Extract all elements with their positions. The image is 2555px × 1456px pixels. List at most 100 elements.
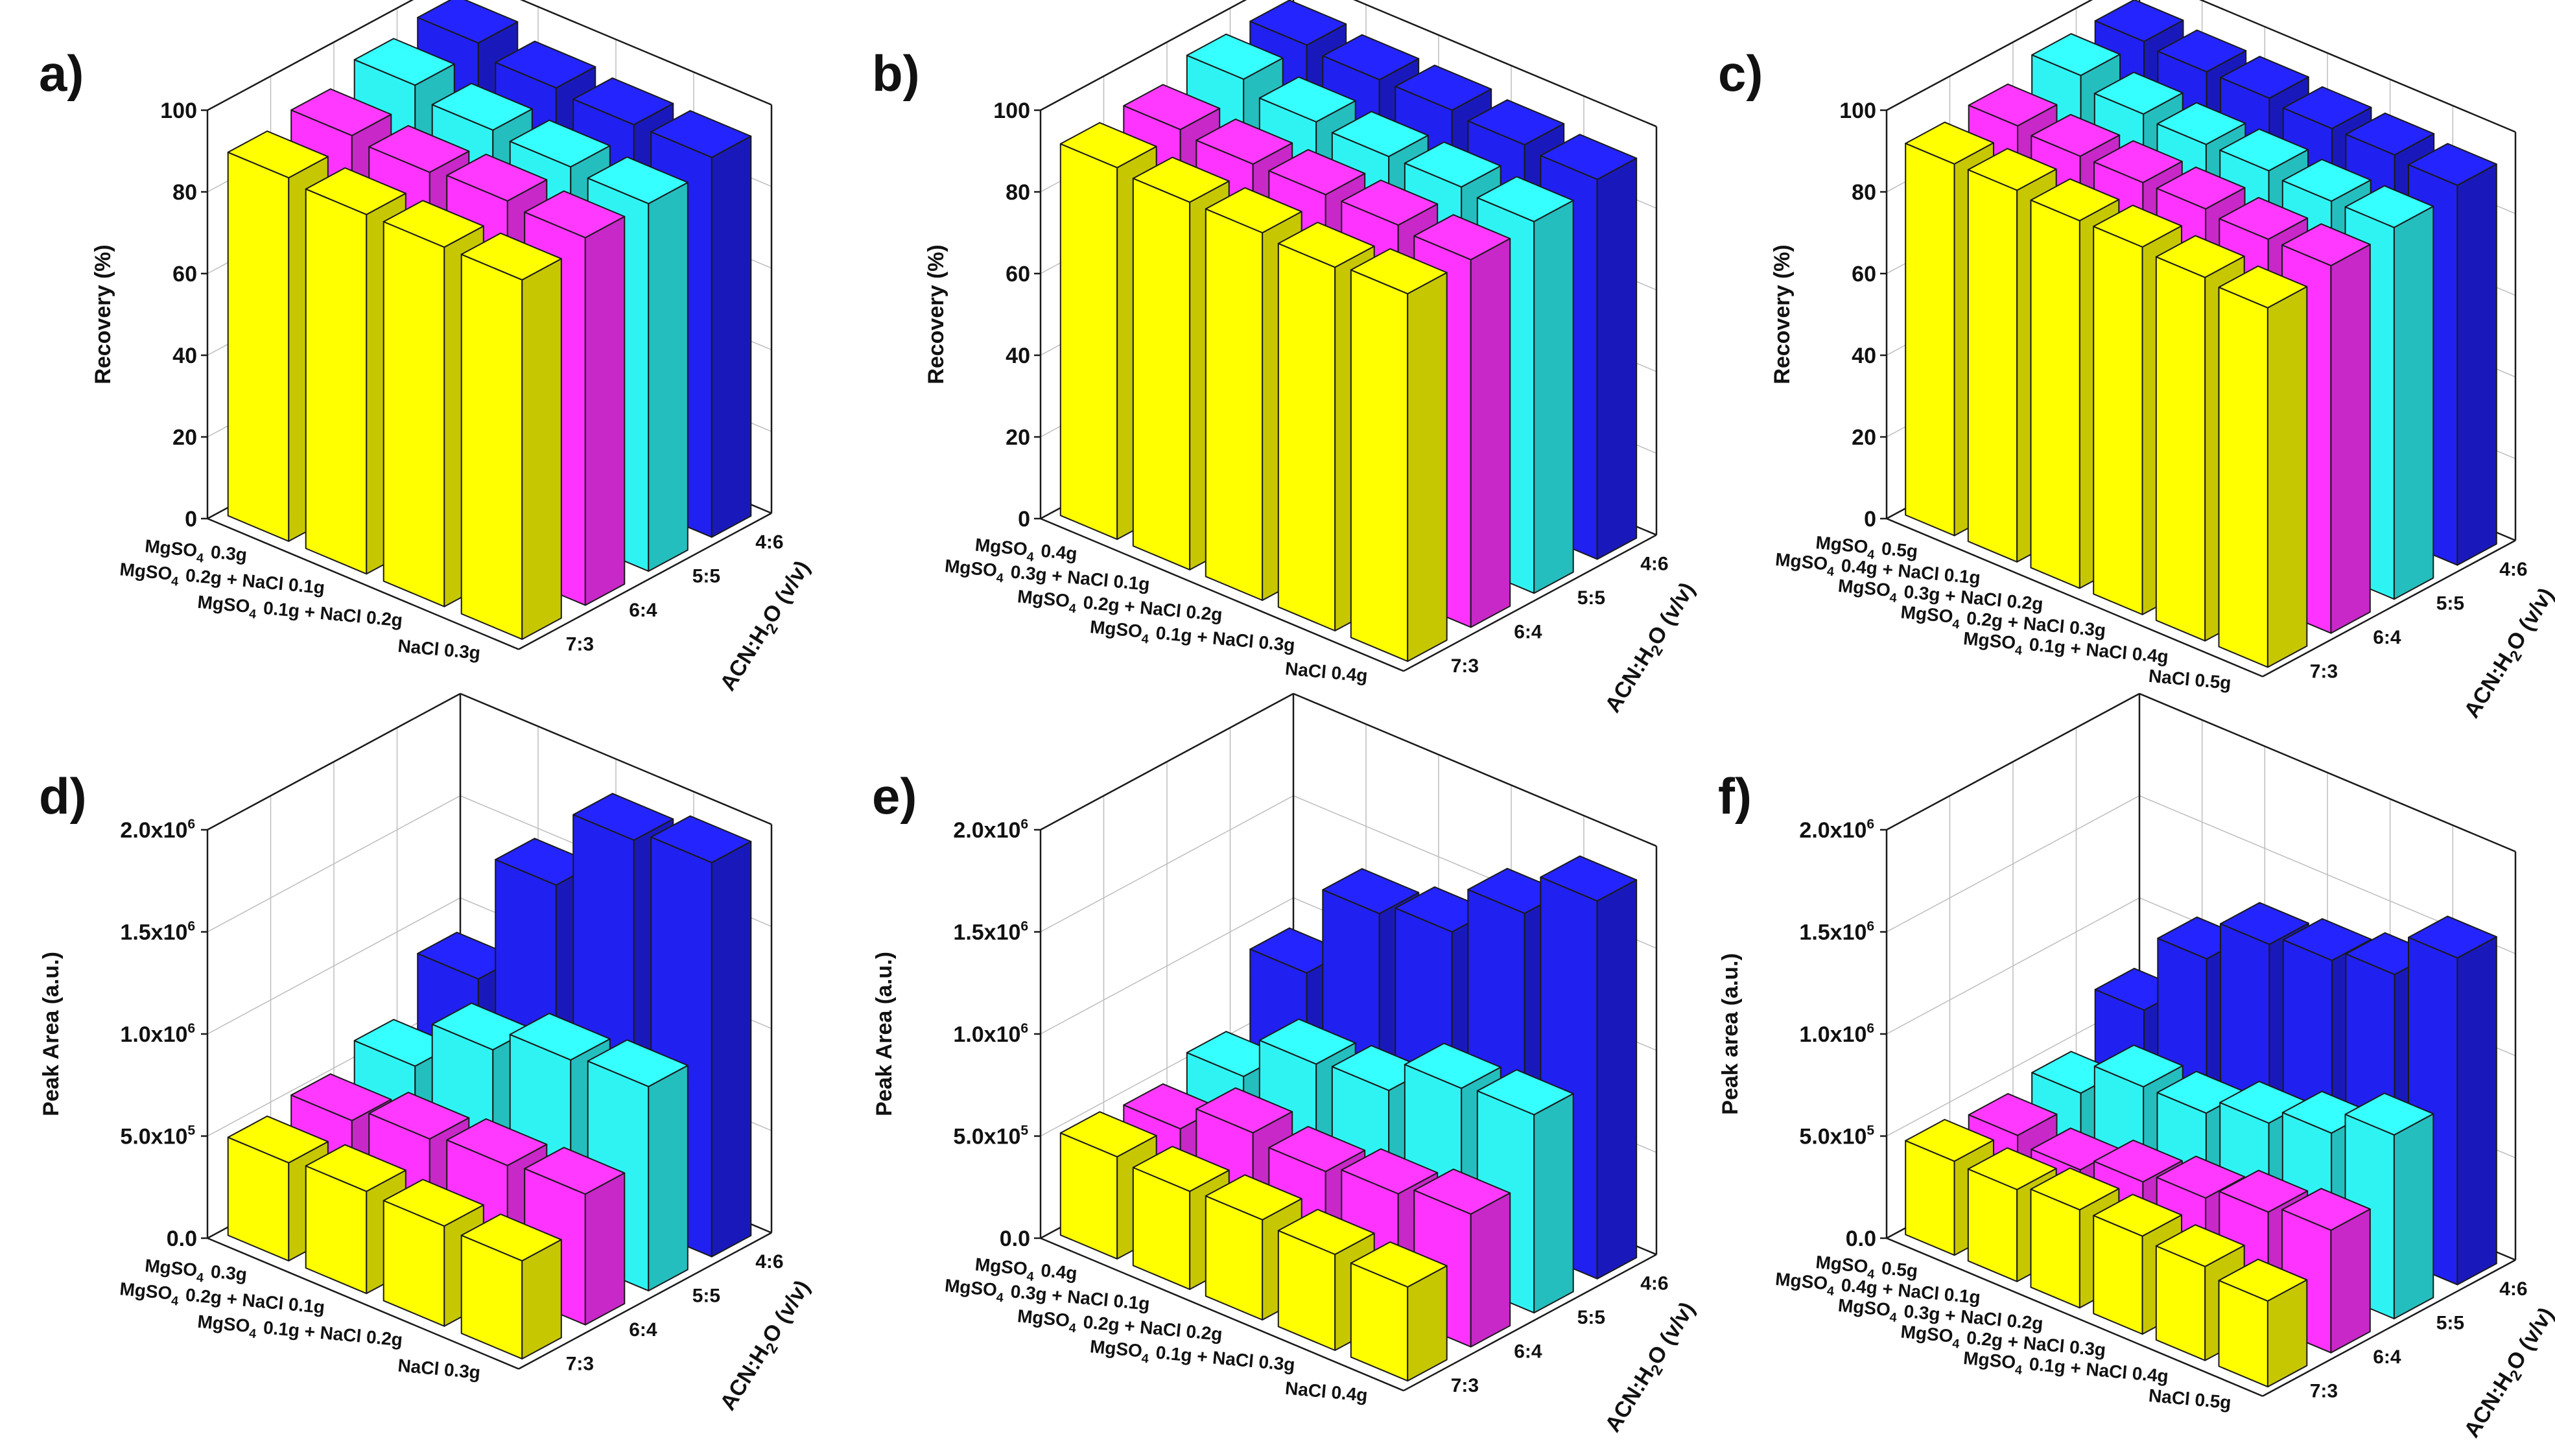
category-label: NaCl 0.4g [1284, 659, 1369, 686]
bar-6-4-nacl-0-4g [1413, 1168, 1511, 1348]
bar-top-face [1968, 1093, 2058, 1136]
bar-top-face [650, 815, 752, 863]
bar-front-face [1205, 208, 1264, 601]
y-tick-label: 60 [172, 262, 197, 287]
bar-front-face [460, 253, 523, 640]
y-tick-label: 0.0 [1000, 1227, 1030, 1251]
bar-side-face [648, 1064, 689, 1292]
axis-line [2139, 692, 2516, 852]
axis-line [1886, 1237, 2263, 1397]
bar-top-face [1413, 1168, 1511, 1215]
axis-line [2262, 1259, 2516, 1397]
bar-top-face [2030, 1167, 2120, 1211]
bar-top-face [353, 38, 455, 86]
y-tick-label: 40 [172, 344, 197, 368]
bar-side-face [1407, 272, 1448, 663]
bar-top-face [2218, 1258, 2308, 1302]
axis-line [1040, 517, 1404, 672]
bar-side-face [584, 216, 626, 606]
bars [227, 0, 752, 640]
y-axis-title: Recovery (%) [924, 244, 948, 384]
bar-7-3-nacl-0-3g [460, 1214, 562, 1360]
bar-side-face [2393, 205, 2434, 600]
bar-top-face [1476, 1069, 1574, 1116]
series-label: 6:4 [1514, 621, 1542, 642]
y-tick-label: 5.0x105 [953, 1123, 1030, 1149]
axis-line [207, 692, 461, 831]
bar-side-face [711, 841, 752, 1258]
bar-top-face [1195, 1087, 1293, 1134]
y-tick-label: 80 [172, 180, 197, 205]
y-tick-label: 0.0 [167, 1227, 197, 1251]
y-tick-label: 0 [1018, 507, 1030, 532]
bar-top-face [446, 1118, 548, 1166]
depth-axis-title: ACN:H2O (v/v) [2459, 1303, 2555, 1444]
bar-top-face [1123, 84, 1221, 130]
bar-top-face [650, 110, 752, 158]
axis-line [1886, 0, 2093, 112]
bar-top-face [1905, 121, 1994, 165]
bar-top-face [1132, 1145, 1230, 1192]
bar-side-face [2456, 163, 2497, 566]
bar-top-face [1249, 0, 1347, 46]
bar-top-face [1467, 99, 1565, 146]
bar-top-face [1258, 76, 1356, 123]
series-label: 6:4 [629, 600, 657, 621]
bar-top-face [587, 156, 689, 205]
y-tick-label: 1.0x106 [120, 1021, 197, 1047]
series-label: 4:6 [2499, 1278, 2527, 1300]
series-label: 7:3 [566, 1353, 594, 1374]
bar-top-face [2094, 0, 2184, 42]
y-tick-label: 2.0x106 [1799, 817, 1876, 843]
category-label: MgSO4 0.3g [144, 535, 248, 569]
chart-panel-f: 0.0 5.0x105 1.0x106 1.5x106 2.0x106 Peak … [1718, 692, 2555, 1444]
bar-top-face [417, 0, 519, 44]
axis-line [2262, 539, 2516, 677]
axis-line [518, 512, 772, 650]
depth-axis-title: ACN:H2O (v/v) [715, 1276, 818, 1416]
bar-top-face [2282, 918, 2372, 961]
bar-front-face [1967, 169, 2018, 563]
category-label: NaCl 0.4g [1284, 1378, 1369, 1405]
series-labels: 7:3 6:4 5:5 4:6 [566, 1251, 784, 1375]
y-axis-title: Peak Area (a.u.) [39, 952, 64, 1116]
bar-top-face [2155, 1224, 2245, 1267]
bar-top-face [1540, 855, 1638, 902]
bar-top-face [227, 1115, 329, 1164]
bar-top-face [1413, 214, 1511, 261]
y-tick-label: 100 [993, 99, 1030, 123]
axis-line [207, 0, 414, 112]
series-label: 5:5 [2436, 593, 2464, 614]
bar-top-face [383, 1179, 484, 1227]
y-axis-title: Recovery (%) [1770, 244, 1795, 384]
series-label: 5:5 [692, 1285, 720, 1306]
y-tick-label: 20 [172, 425, 197, 450]
bar-top-face [2156, 1155, 2246, 1199]
panel-letter: c) [1718, 45, 1763, 102]
series-label: 5:5 [1577, 1307, 1605, 1328]
y-tick-label: 0.0 [1846, 1227, 1876, 1251]
series-label: 7:3 [566, 633, 594, 655]
axis-line [1040, 692, 1294, 831]
bar-top-face [1404, 1042, 1501, 1089]
bar-top-face [509, 1013, 611, 1061]
gridline [1886, 693, 2516, 852]
y-tick-label: 100 [160, 99, 197, 123]
bar-top-face [1186, 33, 1284, 80]
bar-top-face [2093, 1044, 2184, 1088]
series-label: 6:4 [2373, 627, 2401, 648]
bar-side-face [1470, 238, 1511, 628]
bar-top-face [2282, 86, 2372, 130]
bar-side-face [2330, 244, 2371, 634]
y-tick-label: 0 [185, 507, 197, 532]
bar-top-face [1331, 111, 1429, 158]
bar-side-face [711, 135, 752, 538]
category-label: MgSO4 0.1g + NaCl 0.2g [196, 592, 404, 635]
axis-line [1040, 0, 1247, 112]
bar-side-face [521, 258, 562, 640]
bars [1905, 902, 2497, 1388]
bar-front-face [383, 221, 445, 607]
bar-top-face [1277, 222, 1375, 268]
bar-top-face [1059, 1111, 1157, 1158]
bar-top-face [446, 154, 548, 202]
